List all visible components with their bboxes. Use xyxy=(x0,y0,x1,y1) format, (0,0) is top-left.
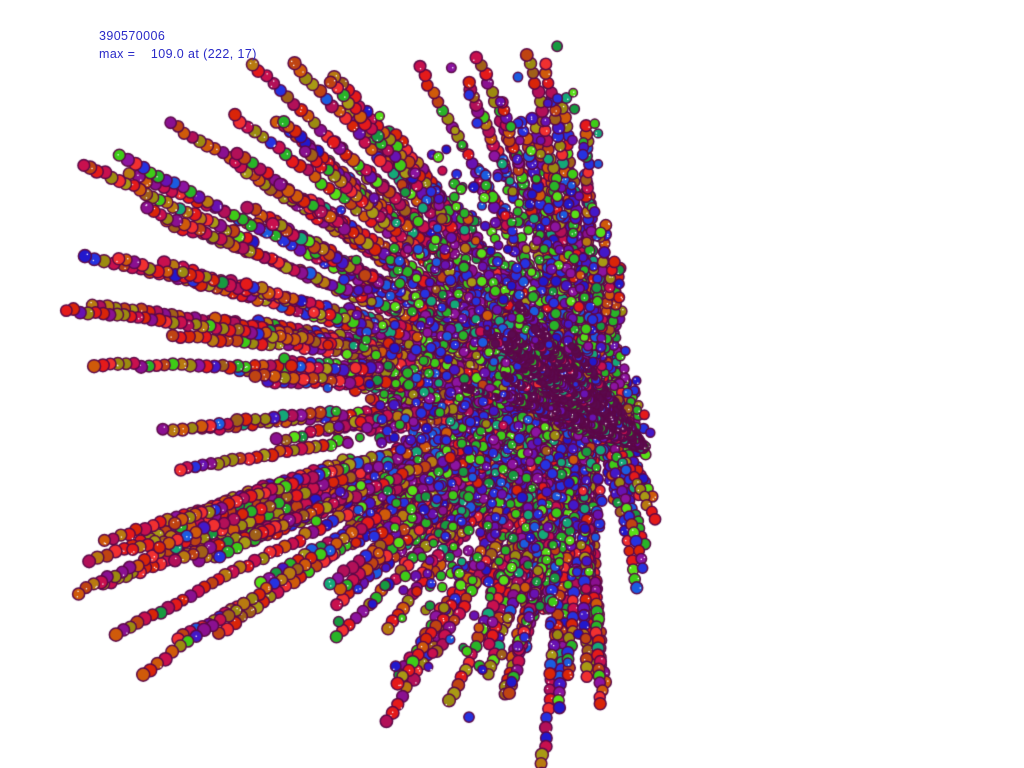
max-value-label: max = 109.0 at (222, 17) xyxy=(99,47,257,61)
event-id-label: 390570006 xyxy=(99,29,166,43)
